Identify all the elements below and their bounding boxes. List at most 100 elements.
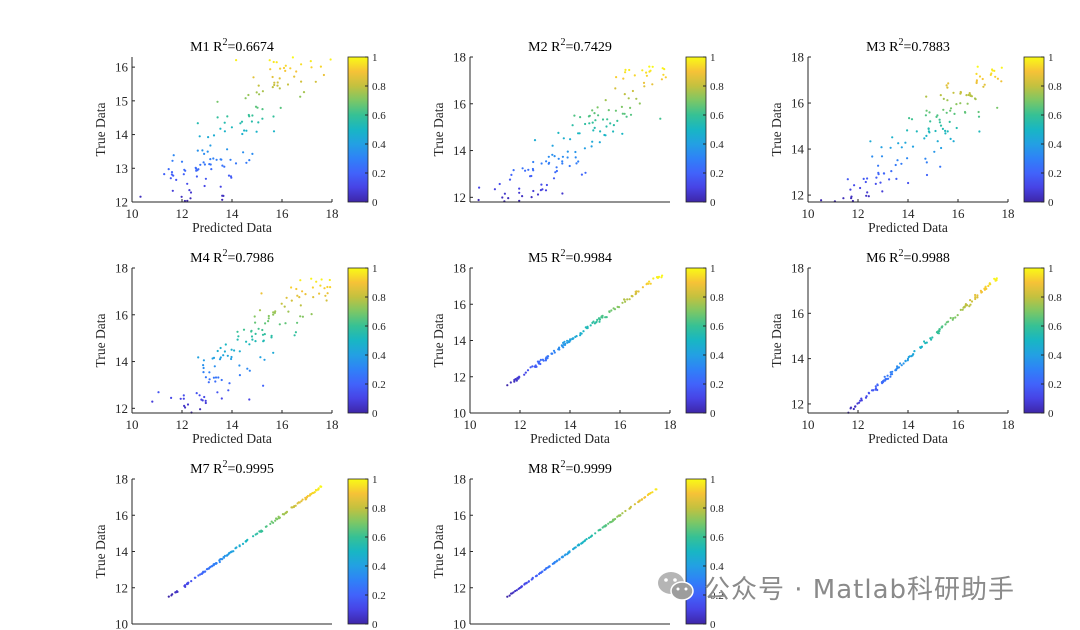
- scatter-point: [606, 118, 609, 121]
- scatter-point: [236, 330, 239, 333]
- scatter-point: [498, 182, 501, 186]
- scatter-point: [264, 525, 267, 528]
- scatter-point: [320, 278, 323, 281]
- scatter-point: [651, 491, 654, 494]
- scatter-point: [989, 283, 992, 286]
- scatter-point: [561, 192, 564, 195]
- x-axis-label: Predicted Data: [192, 220, 272, 235]
- scatter-point: [493, 188, 496, 191]
- scatter-point: [548, 565, 551, 568]
- scatter-point: [544, 359, 548, 362]
- scatter-point: [296, 321, 299, 324]
- colorbar-tick-label: 1: [372, 52, 378, 64]
- scatter-point: [539, 571, 543, 574]
- scatter-point: [974, 297, 977, 301]
- scatter-point: [509, 381, 512, 384]
- scatter-point: [944, 129, 947, 132]
- scatter-point: [477, 198, 480, 202]
- title-superscript: 2: [222, 37, 227, 48]
- scatter-point: [251, 338, 254, 341]
- scatter-point: [289, 67, 292, 70]
- scatter-point: [293, 505, 296, 508]
- scatter-point: [525, 581, 528, 585]
- scatter-point: [894, 163, 897, 167]
- y-tick-label: 16: [453, 297, 467, 312]
- scatter-point: [272, 351, 275, 354]
- scatter-point: [215, 158, 218, 161]
- scatter-point: [924, 157, 927, 160]
- scatter-point: [204, 401, 207, 405]
- scatter-point: [236, 338, 239, 341]
- scatter-point: [503, 192, 506, 195]
- scatter-point: [663, 68, 666, 71]
- scatter-point: [628, 298, 631, 301]
- scatter-point: [993, 69, 996, 72]
- scatter-point: [867, 195, 870, 198]
- y-axis-label: True Data: [769, 314, 784, 368]
- scatter-point: [222, 194, 225, 197]
- scatter-point: [217, 376, 220, 379]
- scatter-point: [276, 81, 279, 84]
- scatter-point: [517, 377, 520, 380]
- scatter-point: [212, 356, 216, 359]
- colorbar-tick-label: 0.8: [710, 81, 724, 93]
- scatter-point: [969, 94, 972, 97]
- colorbar-tick-label: 0.8: [372, 81, 386, 93]
- scatter-point: [621, 132, 624, 135]
- scatter-point: [964, 111, 967, 114]
- scatter-point: [216, 391, 219, 394]
- scatter-point: [647, 492, 650, 496]
- x-tick-label: 14: [564, 417, 578, 432]
- title-r2: =0.9988: [903, 251, 949, 266]
- scatter-point: [968, 305, 971, 308]
- scatter-point: [864, 180, 867, 184]
- scatter-point: [977, 115, 981, 118]
- scatter-point: [538, 360, 541, 363]
- title-r2: =0.7883: [903, 40, 949, 55]
- scatter-point: [637, 290, 640, 293]
- scatter-point: [591, 140, 594, 143]
- scatter-point: [856, 402, 859, 405]
- y-axis-label: True Data: [431, 525, 446, 579]
- scatter-point: [635, 97, 638, 100]
- scatter-point: [629, 113, 633, 116]
- scatter-point: [182, 173, 185, 176]
- scatter-point: [255, 130, 258, 133]
- scatter-point: [850, 197, 853, 200]
- scatter-point: [518, 199, 521, 202]
- scatter-point: [245, 340, 248, 343]
- scatter-point: [649, 491, 652, 495]
- scatter-point: [566, 150, 569, 153]
- scatter-point: [936, 140, 939, 143]
- scatter-point: [660, 276, 663, 279]
- scatter-point: [501, 196, 504, 199]
- scatter-point: [633, 503, 637, 506]
- scatter-point: [226, 354, 229, 357]
- x-axis-label: Predicted Data: [868, 220, 948, 235]
- colorbar-tick-label: 0.4: [710, 139, 724, 151]
- scatter-point: [557, 131, 560, 134]
- scatter-point: [578, 132, 581, 135]
- colorbar-tick-label: 0.6: [372, 532, 386, 544]
- scatter-point: [583, 539, 586, 543]
- scatter-point: [208, 371, 211, 374]
- scatter-point: [579, 334, 582, 337]
- scatter-point: [171, 189, 174, 192]
- scatter-point: [299, 279, 302, 282]
- scatter-point: [597, 317, 601, 320]
- scatter-point: [214, 376, 218, 379]
- scatter-point: [846, 178, 849, 181]
- scatter-point: [612, 124, 616, 127]
- scatter-point: [290, 299, 293, 302]
- scatter-point: [523, 373, 526, 376]
- scatter-point: [302, 91, 306, 94]
- scatter-point: [261, 333, 265, 336]
- scatter-point: [621, 512, 624, 515]
- colorbar-tick-label: 0.4: [1048, 350, 1062, 362]
- scatter-point: [175, 178, 178, 181]
- scatter-point: [169, 177, 172, 180]
- scatter-point: [257, 121, 260, 124]
- scatter-point: [272, 313, 275, 316]
- y-tick-label: 14: [115, 354, 129, 369]
